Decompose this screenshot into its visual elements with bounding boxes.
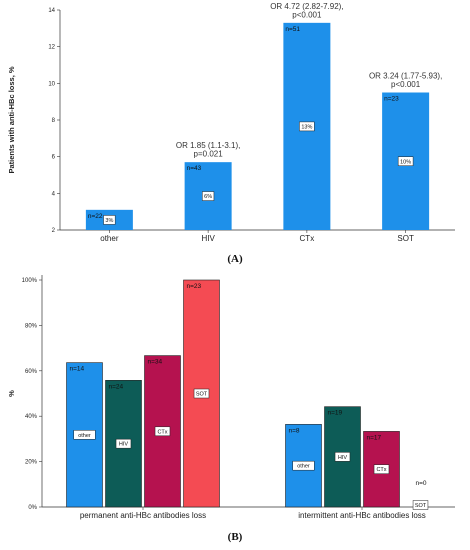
- panel-a-y-tick-label: 6: [52, 155, 56, 161]
- panel-b-series-label: other: [297, 464, 310, 470]
- panel-b-series-label-box: [373, 464, 390, 474]
- panel-b-series-label-box: [154, 426, 171, 437]
- panel-b-series-label-box: [115, 438, 132, 449]
- panel-b-series-label-box: [73, 430, 96, 440]
- panel-b-series-label: CTx: [157, 429, 167, 435]
- panel-a-x-tick-label: HIV: [201, 234, 215, 243]
- panel-a-percent-label: 3%: [105, 218, 113, 224]
- panel-a-x-tick-label: other: [100, 234, 119, 243]
- panel-b-n-label: n=24: [109, 383, 124, 390]
- panel-a-percent-label-box: [202, 191, 215, 201]
- panel-b-series-label: SOT: [196, 392, 208, 398]
- panel-b-y-axis-title: %: [7, 390, 16, 397]
- panel-a-y-axis-title: Patients with anti-HBc loss, %: [7, 66, 16, 173]
- panel-a-x-tick-label: CTx: [300, 234, 315, 243]
- panel-a-annotation: OR 4.72 (2.82-7.92), p<0.001: [270, 2, 343, 20]
- panel-b-series-label-box: [412, 500, 429, 510]
- panel-a-percent-label: 13%: [301, 124, 312, 130]
- panel-a-y-tick-label: 12: [48, 45, 55, 51]
- panel-b-n-label: n=0: [416, 480, 427, 487]
- panel-a-annotation-line: p<0.001: [292, 10, 322, 19]
- panel-b-n-label: n=8: [289, 427, 300, 434]
- panel-b-y-tick-label: 0%: [28, 505, 37, 511]
- panel-a-y-tick-label: 14: [48, 8, 55, 14]
- panel-a-annotation-line: OR 3.24 (1.77-5.93),: [369, 72, 442, 81]
- panel-b-series-label-box: [193, 388, 210, 399]
- panel-b-y-tick-label: 20%: [25, 460, 38, 466]
- panel-b-series-label: other: [78, 433, 91, 439]
- panel-b-series-label-box: [334, 452, 351, 462]
- panel-b-y-tick-label: 100%: [22, 278, 38, 284]
- panel-b-x-tick-label: intermittent anti-HBc antibodies loss: [298, 511, 426, 520]
- panel-a-label: (A): [227, 253, 243, 265]
- panel-b-n-label: n=19: [328, 410, 343, 417]
- panel-a-percent-label-box: [397, 156, 414, 166]
- panel-a-y-tick-label: 10: [48, 81, 55, 87]
- panel-a-percent-label: 6%: [204, 194, 212, 200]
- panel-b-y-tick-label: 40%: [25, 414, 38, 420]
- panel-b-y-tick-label: 80%: [25, 323, 38, 329]
- panel-a-percent-label-box: [103, 215, 116, 225]
- panel-b-n-label: n=14: [70, 366, 85, 373]
- panel-a-percent-label: 10%: [400, 159, 411, 165]
- panel-a-y-tick-label: 4: [52, 191, 56, 197]
- panel-a-n-label: n=43: [187, 165, 202, 172]
- panel-a-annotation-line: OR 4.72 (2.82-7.92),: [270, 2, 343, 11]
- panel-b-series-label: HIV: [338, 455, 348, 461]
- panel-b-series-label: SOT: [415, 503, 427, 509]
- panel-b-series-label-box: [292, 460, 315, 471]
- panel-b-series-label: HIV: [119, 442, 129, 448]
- panel-a-annotation: OR 1.85 (1.1-3.1), p=0.021: [176, 141, 240, 159]
- panel-a-annotation: OR 3.24 (1.77-5.93), p<0.001: [369, 72, 442, 90]
- panel-a-n-label: n=23: [384, 96, 399, 103]
- panel-b-y-tick-label: 60%: [25, 369, 38, 375]
- panel-b-label: (B): [228, 531, 243, 543]
- panel-a-n-label: n=51: [285, 26, 300, 33]
- panel-b-x-tick-label: permanent anti-HBc antibodies loss: [80, 511, 206, 520]
- panel-b-n-label: n=34: [148, 359, 163, 366]
- panel-a-annotation-line: p=0.021: [194, 150, 224, 159]
- panel-b-n-label: n=23: [187, 283, 202, 290]
- panel-a-y-tick-label: 8: [52, 118, 56, 124]
- panel-a-annotation-line: p<0.001: [391, 80, 421, 89]
- panel-a-x-tick-label: SOT: [397, 234, 414, 243]
- panel-a-annotation-line: OR 1.85 (1.1-3.1),: [176, 141, 240, 150]
- panel-b-series-label: CTx: [376, 467, 386, 473]
- panel-a-percent-label-box: [299, 121, 315, 132]
- panel-a-y-tick-label: 2: [52, 228, 56, 234]
- panel-b-n-label: n=17: [367, 434, 382, 441]
- panel-a-n-label: n=22: [88, 213, 103, 220]
